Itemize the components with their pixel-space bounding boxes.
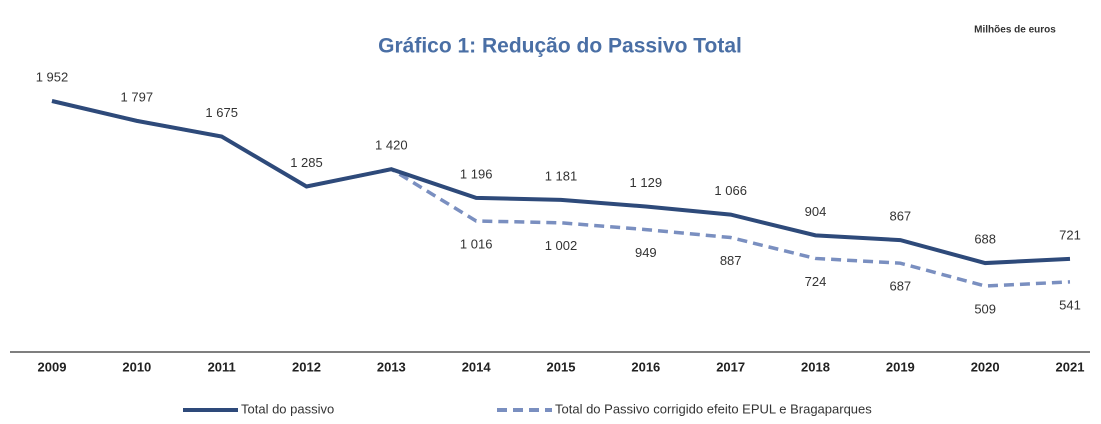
x-tick-label: 2011 [208,359,236,374]
x-tick-label: 2013 [377,359,406,374]
data-label: 867 [889,209,911,224]
legend-label: Total do Passivo corrigido efeito EPUL e… [555,401,872,416]
line-series [51,99,1071,266]
x-tick-label: 2019 [886,359,915,374]
x-tick-label: 2018 [801,359,830,374]
chart-title: Gráfico 1: Redução do Passivo Total [378,35,742,58]
data-label: 541 [1059,297,1081,312]
data-label: 1 181 [545,168,578,183]
data-label: 1 797 [121,89,154,104]
line-series [51,99,1071,288]
x-tick-label: 2010 [122,359,151,374]
data-label: 1 002 [545,238,578,253]
x-tick-label: 2017 [716,359,745,374]
data-label: 904 [805,204,827,219]
x-tick-label: 2020 [971,359,1000,374]
x-tick-label: 2015 [547,359,576,374]
data-label: 1 285 [290,155,323,170]
legend-label: Total do passivo [241,401,334,416]
x-tick-label: 2009 [38,359,67,374]
data-label: 724 [805,274,827,289]
data-label: 1 016 [460,236,493,251]
data-label: 949 [635,245,657,260]
data-label: 721 [1059,227,1081,242]
data-label: 887 [720,253,742,268]
x-tick-label: 2014 [462,359,492,374]
data-label: 1 420 [375,138,408,153]
data-label: 1 196 [460,166,493,181]
data-label: 1 952 [36,69,69,84]
data-label: 1 129 [630,175,663,190]
data-label: 688 [974,231,996,246]
data-label: 509 [974,301,996,316]
data-label: 687 [889,279,911,294]
data-label: 1 675 [205,105,238,120]
x-tick-label: 2021 [1056,359,1085,374]
x-tick-label: 2016 [631,359,660,374]
unit-label: Milhões de euros [974,25,1056,36]
x-tick-label: 2012 [292,359,321,374]
data-label: 1 066 [714,183,747,198]
